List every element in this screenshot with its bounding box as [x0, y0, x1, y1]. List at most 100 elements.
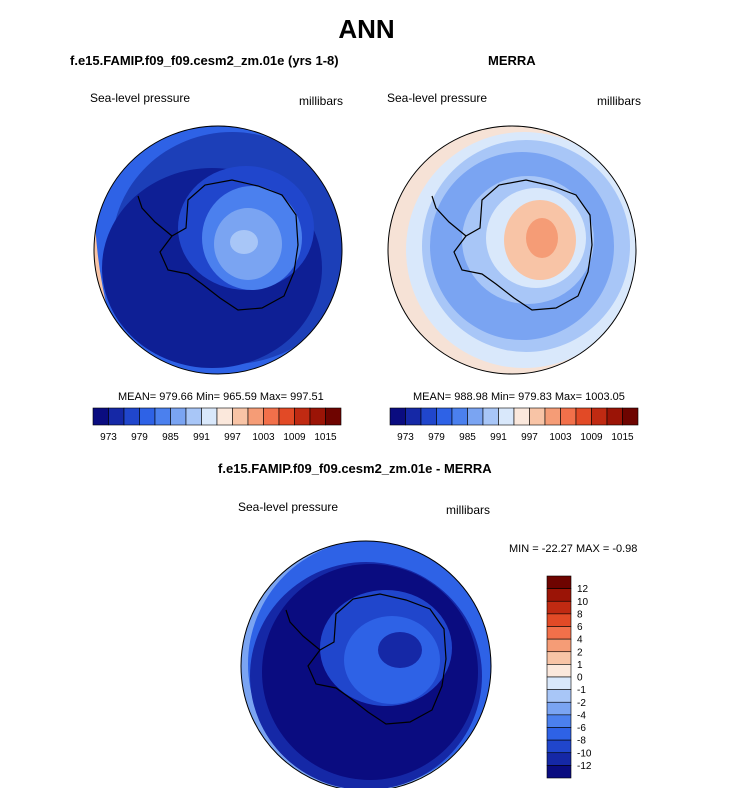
panel1-colorbar-tick-label: 979 [131, 432, 148, 443]
panel3-colorbar-swatch [546, 600, 572, 615]
panel3-colorbar-tick-label: 4 [577, 635, 583, 646]
panel3-stats: MIN = -22.27 MAX = -0.98 [509, 543, 638, 555]
panel1-colorbar-swatch [247, 407, 264, 426]
panel2-stats: MEAN= 988.98 Min= 979.83 Max= 1003.05 [413, 391, 625, 403]
panel1-title: f.e15.FAMIP.f09_f09.cesm2_zm.01e (yrs 1-… [70, 53, 339, 68]
panel1-units-label: millibars [299, 94, 344, 108]
panel1-colorbar-swatch [309, 407, 326, 426]
panel3-colorbar-tick-label: 10 [577, 597, 589, 608]
panel1-colorbar-swatch [92, 407, 109, 426]
panel1-colorbar-swatch [216, 407, 233, 426]
panel3-colorbar-swatch [546, 638, 572, 653]
panel1-colorbar-swatch [263, 407, 280, 426]
panel1-colorbar-tick-label: 985 [162, 432, 179, 443]
panel1-polar-map [94, 126, 342, 374]
panel2-coastline [431, 179, 593, 311]
panel1-colorbar-tick-label: 1003 [252, 432, 275, 443]
panel3-colorbar-tick-label: -2 [577, 698, 586, 709]
panel1-colorbar-tick-label: 1009 [283, 432, 306, 443]
panel2-colorbar-swatch [451, 407, 468, 426]
panel2-units-label: millibars [597, 94, 642, 108]
panel2-colorbar-tick-label: 1015 [611, 432, 634, 443]
panel3-colorbar-tick-label: 8 [577, 609, 583, 620]
panel3-colorbar-swatch [546, 575, 572, 589]
panel2-colorbar-tick-label: 1003 [549, 432, 572, 443]
panel3-title: f.e15.FAMIP.f09_f09.cesm2_zm.01e - MERRA [218, 461, 492, 476]
panel1-colorbar-swatch [108, 407, 125, 426]
panel3-colorbar-swatch [546, 626, 572, 640]
panel3-colorbar-tick-label: -12 [577, 761, 592, 772]
panel3-colorbar-swatch [546, 765, 572, 779]
panel1-colorbar-tick-label: 973 [100, 432, 117, 443]
panel2-colorbar-swatch [467, 407, 484, 426]
panel3-colorbar-swatch [546, 588, 572, 602]
panel1-colorbar-swatch [139, 407, 156, 426]
panel2-colorbar-swatch [560, 407, 577, 426]
panel3-colorbar-tick-label: -4 [577, 710, 586, 721]
panel3-units-label: millibars [446, 503, 491, 517]
panel2-colorbar-tick-label: 979 [428, 432, 445, 443]
panel2-polar-map [388, 126, 636, 374]
panel3-colorbar-swatch [546, 651, 572, 665]
panel2-colorbar-swatch [513, 407, 530, 426]
panel3-colorbar-swatch [546, 752, 572, 766]
panel1-colorbar-swatch [201, 407, 218, 426]
panel3-colorbar-tick-label: 12 [577, 584, 589, 595]
panel3-coastline [285, 593, 447, 725]
figure-title: ANN [338, 14, 395, 44]
panel1-colorbar-swatch [294, 407, 311, 426]
panel3-colorbar-swatch [546, 701, 572, 716]
panel3-colorbar-swatch [546, 739, 572, 754]
panel1-coastline [137, 179, 299, 311]
panel1-colorbar-swatch [232, 407, 249, 426]
panel2-colorbar-swatch [591, 407, 608, 426]
panel2-colorbar-swatch [436, 407, 453, 426]
panel3-colorbar-swatch [546, 664, 572, 678]
panel3-colorbar-tick-label: -6 [577, 723, 586, 734]
panel1-variable-label: Sea-level pressure [90, 91, 191, 105]
panel2-colorbar-swatch [575, 407, 592, 426]
panel3-polar-map [241, 541, 491, 788]
panel2-colorbar-swatch [544, 407, 561, 426]
panel3-map-border [240, 540, 492, 788]
panel3-colorbar-swatch [546, 613, 572, 627]
panel3-colorbar-swatch [546, 727, 572, 741]
panel2-colorbar-tick-label: 973 [397, 432, 414, 443]
panel2-colorbar-tick-label: 991 [490, 432, 507, 443]
panel2-colorbar-swatch [622, 407, 639, 426]
panel3-colorbar-tick-label: -10 [577, 748, 592, 759]
panel2-colorbar-swatch [389, 407, 406, 426]
panel1-colorbar: 973 979 985 991 997 1003 1009 1015 [92, 407, 342, 443]
panel2-variable-label: Sea-level pressure [387, 91, 488, 105]
panel3-colorbar-tick-label: 1 [577, 660, 583, 671]
panel1-colorbar-swatch [185, 407, 202, 426]
panel1-colorbar-tick-label: 991 [193, 432, 210, 443]
panel2-title: MERRA [488, 53, 536, 68]
panel1-stats: MEAN= 979.66 Min= 965.59 Max= 997.51 [118, 391, 324, 403]
panel3-colorbar-swatch [546, 676, 572, 690]
panel2-colorbar-swatch [498, 407, 515, 426]
panel2-colorbar-tick-label: 997 [521, 432, 538, 443]
panel3-variable-label: Sea-level pressure [238, 500, 339, 514]
panel1-colorbar-swatch [154, 407, 171, 426]
panel1-map-border [93, 125, 343, 375]
panel3-colorbar-tick-label: 2 [577, 647, 583, 658]
panel2-colorbar-swatch [529, 407, 546, 426]
panel2-map-border [387, 125, 637, 375]
panel3-colorbar-tick-label: 6 [577, 622, 583, 633]
panel2-colorbar-swatch [606, 407, 623, 426]
panel3-colorbar-swatch [546, 714, 572, 728]
panel2-colorbar: 973 979 985 991 997 1003 1009 1015 [389, 407, 639, 443]
panel2-colorbar-swatch [482, 407, 499, 426]
panel3-colorbar-tick-label: -8 [577, 736, 586, 747]
panel2-colorbar-swatch [405, 407, 422, 426]
panel2-colorbar-tick-label: 985 [459, 432, 476, 443]
panel3-colorbar-tick-label: -1 [577, 685, 586, 696]
panel3-colorbar-swatch [546, 689, 572, 703]
panel1-colorbar-swatch [170, 407, 187, 426]
panel2-colorbar-swatch [420, 407, 437, 426]
panel1-colorbar-swatch [325, 407, 342, 426]
panel2-colorbar-tick-label: 1009 [580, 432, 603, 443]
panel3-colorbar-tick-label: 0 [577, 673, 583, 684]
